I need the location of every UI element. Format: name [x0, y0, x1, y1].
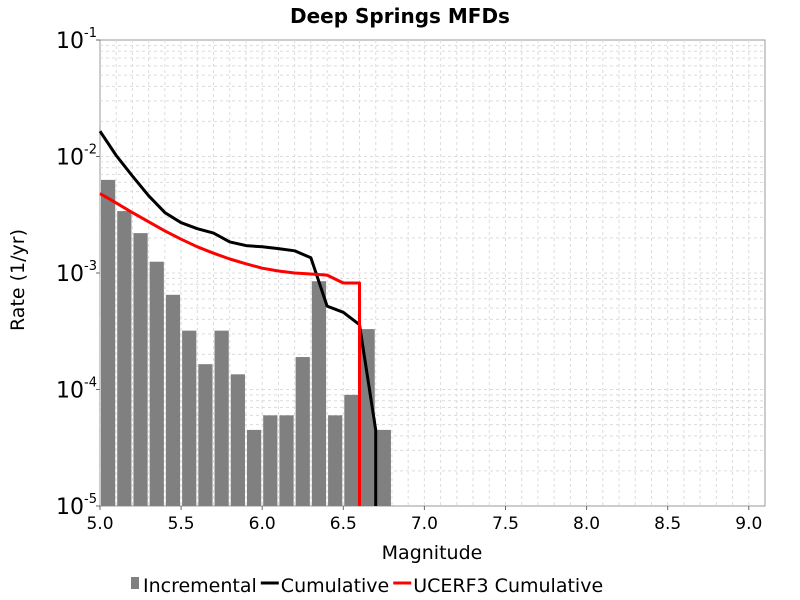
x-tick-label: 6.0 — [249, 514, 276, 534]
x-tick-label: 6.5 — [330, 514, 357, 534]
incremental-bar — [133, 233, 148, 506]
y-tick-label: 10-3 — [56, 259, 97, 287]
legend-label-incremental: Incremental — [143, 575, 257, 597]
incremental-bar — [182, 330, 197, 506]
x-axis-label: Magnitude — [382, 542, 483, 564]
x-tick-label: 7.0 — [411, 514, 438, 534]
incremental-bar — [101, 179, 116, 506]
y-tick-label: 10-1 — [56, 26, 97, 54]
y-tick-label: 10-2 — [56, 143, 97, 171]
incremental-bar — [376, 429, 391, 506]
incremental-bar — [295, 357, 310, 506]
incremental-bar — [214, 330, 229, 506]
ucerf3-cumulative-line — [99, 192, 361, 506]
incremental-bar — [360, 329, 375, 506]
x-tick-label: 8.5 — [654, 514, 681, 534]
incremental-bar — [279, 415, 294, 506]
incremental-bar — [328, 415, 343, 506]
incremental-bar — [198, 364, 213, 506]
x-tick-label: 7.5 — [492, 514, 519, 534]
incremental-bar — [117, 211, 132, 506]
y-axis-ticks: 10-1 10-2 10-3 10-4 10-5 — [56, 26, 100, 520]
incremental-bar — [149, 261, 164, 506]
legend-swatch-incremental — [131, 577, 139, 589]
x-axis-ticks: 5.0 5.5 6.0 6.5 7.0 7.5 8.0 8.5 9.0 — [86, 506, 762, 534]
legend: Incremental Cumulative UCERF3 Cumulative — [131, 575, 603, 597]
x-tick-label: 5.0 — [86, 514, 113, 534]
mfd-lines — [98, 130, 378, 506]
incremental-bar — [246, 429, 262, 506]
incremental-bar — [311, 281, 327, 506]
x-tick-label: 9.0 — [735, 514, 762, 534]
legend-label-cumulative: Cumulative — [281, 575, 389, 597]
chart-title: Deep Springs MFDs — [290, 4, 510, 28]
cumulative-line — [98, 130, 378, 506]
y-tick-label: 10-4 — [56, 376, 97, 404]
incremental-bars — [101, 179, 391, 506]
legend-label-ucerf3-cumulative: UCERF3 Cumulative — [413, 575, 603, 597]
x-tick-label: 8.0 — [573, 514, 600, 534]
incremental-bar — [165, 294, 181, 506]
incremental-bar — [263, 415, 278, 506]
incremental-bar — [344, 394, 359, 506]
incremental-bar — [230, 374, 245, 506]
x-tick-label: 5.5 — [168, 514, 195, 534]
y-axis-label: Rate (1/yr) — [7, 229, 29, 331]
y-tick-label: 10-5 — [56, 492, 97, 520]
